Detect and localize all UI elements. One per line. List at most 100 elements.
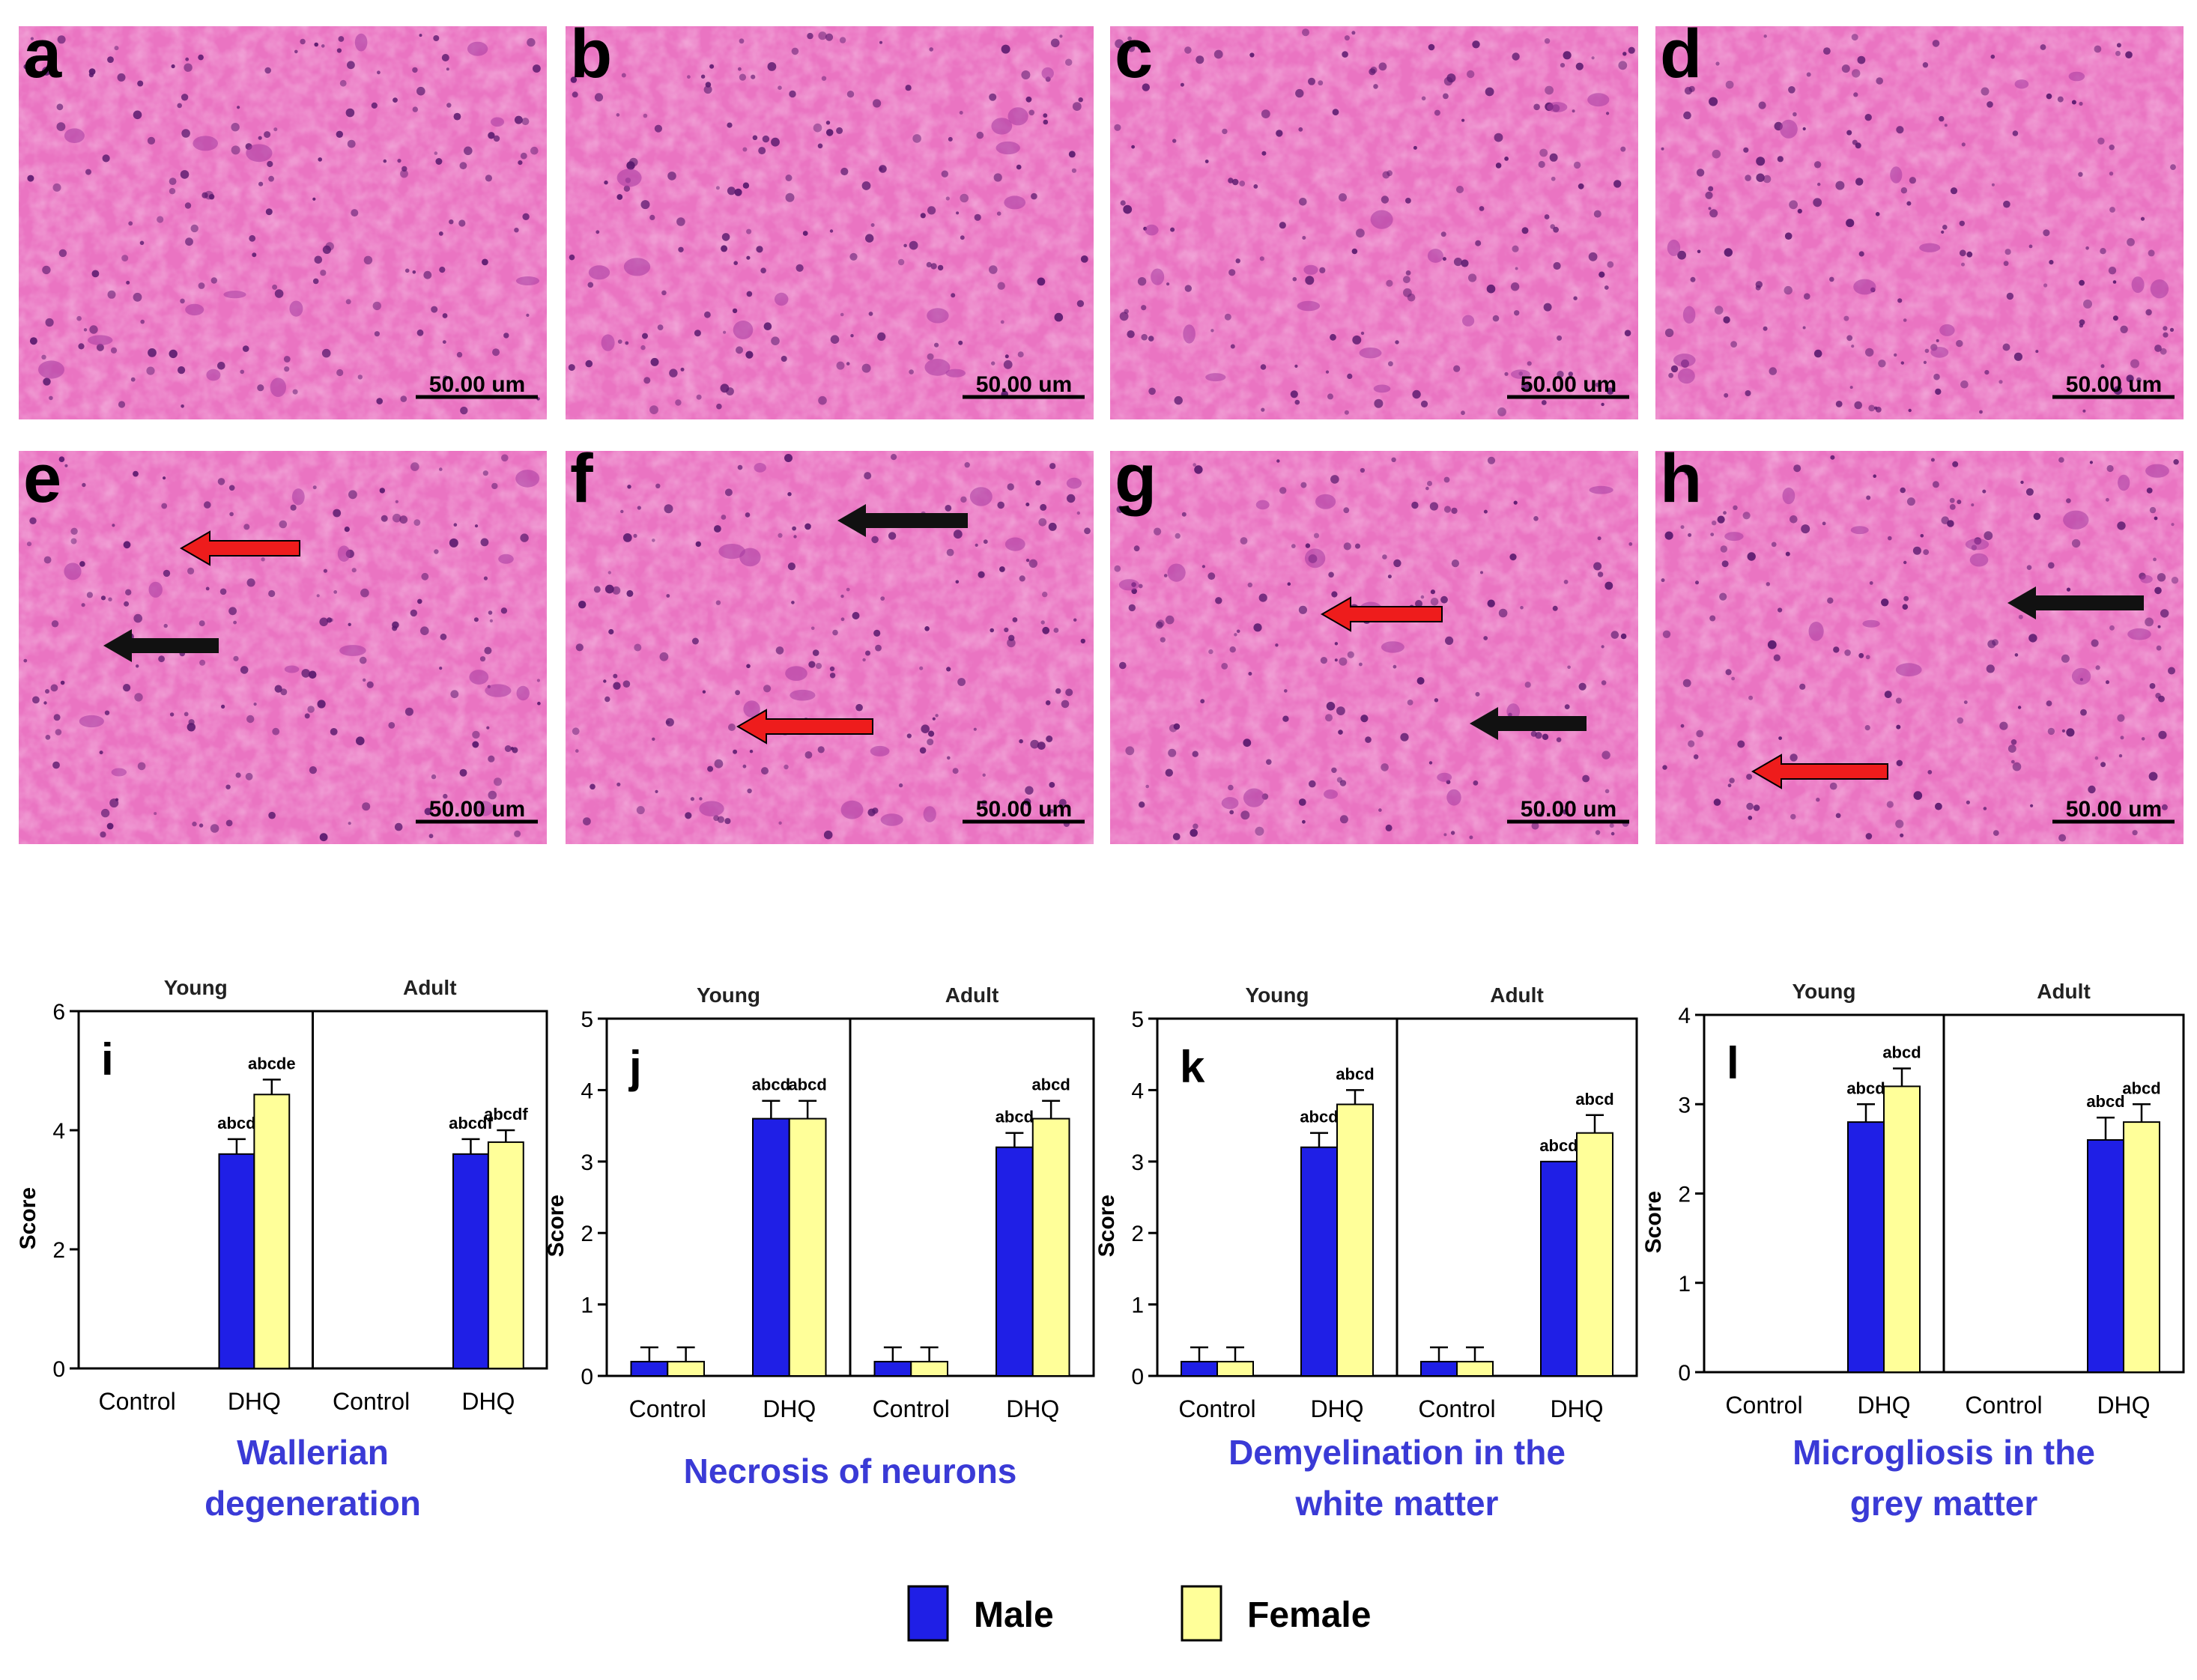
nucleus — [1163, 574, 1168, 577]
neuron-body — [1446, 789, 1461, 806]
legend-swatch-male — [907, 1585, 949, 1642]
neuron-body — [2150, 279, 2169, 299]
nucleus — [921, 724, 930, 733]
neuron-body — [1682, 306, 1696, 324]
nucleus — [652, 539, 655, 542]
nucleus — [1300, 482, 1307, 488]
nucleus — [272, 727, 280, 736]
nucleus — [1661, 147, 1664, 151]
nucleus — [1822, 521, 1826, 526]
nucleus — [1334, 642, 1339, 646]
nucleus — [694, 330, 701, 337]
nucleus — [825, 33, 834, 41]
nucleus — [1461, 259, 1469, 267]
nucleus — [575, 749, 579, 753]
nucleus — [1370, 66, 1378, 74]
nucleus — [1001, 44, 1010, 54]
nucleus — [76, 315, 82, 321]
nucleus — [829, 229, 834, 233]
nucleus — [1228, 784, 1234, 791]
nucleus — [362, 802, 371, 811]
nucleus — [1875, 212, 1880, 216]
nucleus — [2014, 653, 2019, 657]
nucleus — [727, 187, 736, 195]
nucleus — [1292, 276, 1297, 282]
nucleus — [1139, 801, 1145, 808]
nucleus — [2035, 350, 2039, 354]
cell-nuclei — [1661, 455, 2179, 842]
nucleus — [1628, 542, 1633, 546]
nucleus — [1201, 565, 1205, 568]
tissue-texture — [566, 26, 1094, 419]
nucleus — [301, 669, 311, 678]
nucleus — [309, 766, 317, 774]
nucleus — [808, 661, 816, 668]
nucleus — [1071, 168, 1076, 173]
nucleus — [1261, 407, 1265, 412]
nucleus — [1773, 654, 1781, 661]
nucleus — [1723, 316, 1730, 324]
y-tick-label: 6 — [52, 1000, 65, 1025]
nucleus — [1413, 145, 1417, 150]
nucleus — [1192, 750, 1198, 757]
nucleus — [1137, 43, 1145, 50]
neuron-body — [733, 321, 754, 339]
nucleus — [2154, 516, 2158, 521]
nucleus — [1552, 605, 1558, 611]
nucleus — [1610, 631, 1619, 639]
nucleus — [419, 34, 422, 37]
nucleus — [855, 703, 863, 712]
nucleus — [1903, 318, 1907, 322]
neuron-body — [1004, 195, 1026, 210]
nucleus — [137, 762, 146, 771]
nucleus — [2115, 50, 2121, 56]
scale-bar-label: 50.00 um — [2066, 372, 2162, 397]
nucleus — [771, 336, 780, 346]
nucleus — [1443, 833, 1447, 837]
nucleus — [106, 822, 114, 830]
nucleus — [1123, 204, 1133, 214]
nucleus — [1984, 531, 1993, 541]
nucleus — [1924, 348, 1930, 354]
neuron-body — [38, 360, 64, 379]
nucleus — [158, 655, 166, 663]
nucleus — [1813, 161, 1822, 169]
scale-bar-label: 50.00 um — [976, 797, 1072, 822]
nucleus — [1993, 830, 1999, 836]
neuron-body — [79, 715, 104, 728]
nucleus — [2136, 377, 2142, 383]
nucleus — [169, 178, 177, 186]
nucleus — [1339, 780, 1347, 786]
nucleus — [865, 650, 870, 656]
nucleus — [1513, 500, 1518, 505]
nucleus — [205, 586, 210, 591]
nucleus — [187, 567, 195, 575]
nucleus — [941, 170, 949, 178]
nucleus — [404, 707, 413, 716]
nucleus — [85, 169, 91, 175]
chart-k: Young Adult 0 1 2 3 4 5 Score k Control DHQ abcd abcd… — [1094, 983, 1638, 1523]
nucleus — [228, 485, 235, 491]
nucleus — [612, 586, 621, 595]
nucleus — [2071, 539, 2081, 548]
nucleus — [43, 701, 47, 705]
nucleus — [2112, 315, 2118, 321]
nucleus — [1620, 633, 1627, 640]
tissue-texture — [1655, 451, 2184, 844]
nucleus — [1119, 59, 1124, 64]
nucleus — [1116, 506, 1124, 513]
nucleus — [1983, 807, 1987, 810]
bar-female — [487, 1141, 524, 1370]
nucleus — [982, 773, 986, 777]
nucleus — [1235, 258, 1240, 264]
nucleus — [948, 136, 953, 142]
nucleus — [746, 255, 751, 260]
nucleus — [1515, 267, 1518, 270]
neuron-body — [516, 685, 530, 701]
nucleus — [1154, 527, 1162, 536]
neuron-body — [88, 335, 113, 346]
neuron-body — [785, 666, 807, 681]
nucleus — [873, 99, 882, 108]
neuron-body — [339, 645, 366, 656]
panel-letter: f — [570, 440, 593, 517]
